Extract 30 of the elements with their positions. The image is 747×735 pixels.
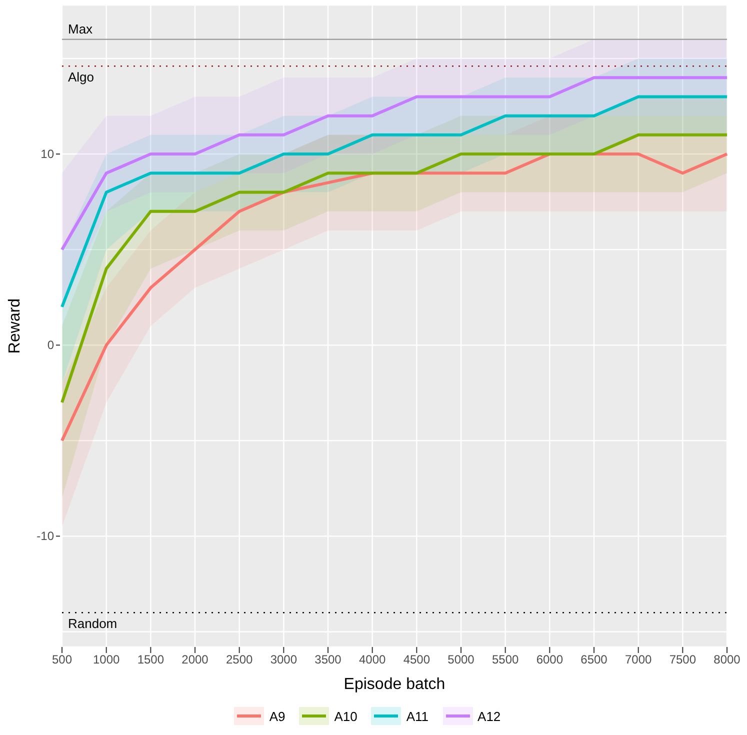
legend-label: A10 bbox=[334, 708, 358, 724]
line-series bbox=[60, 95, 728, 308]
legend-label: A9 bbox=[269, 708, 286, 724]
x-tick-label: 500 bbox=[52, 652, 72, 667]
x-tick-label: 4500 bbox=[403, 652, 430, 667]
x-tick-label: 1500 bbox=[137, 652, 164, 667]
x-tick-label: 6000 bbox=[536, 652, 564, 667]
legend-label: A12 bbox=[478, 708, 501, 724]
legend-label: A11 bbox=[406, 708, 429, 724]
ref-line-label: Max bbox=[68, 21, 94, 36]
y-tick-label: 0 bbox=[47, 338, 54, 352]
x-tick-label: 3000 bbox=[270, 652, 298, 667]
x-axis-title: Episode batch bbox=[344, 676, 446, 693]
y-tick-label: 10 bbox=[40, 147, 54, 162]
x-tick-label: 1000 bbox=[92, 652, 120, 667]
line-series bbox=[60, 133, 728, 404]
x-tick-label: 8000 bbox=[714, 652, 741, 667]
x-tick-label: 5000 bbox=[448, 652, 475, 667]
x-tick-label: 7000 bbox=[624, 652, 652, 667]
ref-line-label: Algo bbox=[68, 69, 94, 84]
x-tick-label: 7500 bbox=[669, 652, 696, 667]
x-tick-label: 3500 bbox=[314, 652, 342, 667]
x-tick-label: 5500 bbox=[492, 652, 520, 667]
x-tick-label: 2000 bbox=[182, 652, 209, 667]
y-axis-title: Reward bbox=[6, 298, 24, 354]
x-tick-label: 4000 bbox=[358, 652, 386, 667]
x-tick-label: 6500 bbox=[580, 652, 608, 667]
ref-line-label: Random bbox=[68, 616, 118, 631]
y-tick-label: -10 bbox=[36, 529, 54, 544]
x-tick-label: 2500 bbox=[226, 652, 254, 667]
